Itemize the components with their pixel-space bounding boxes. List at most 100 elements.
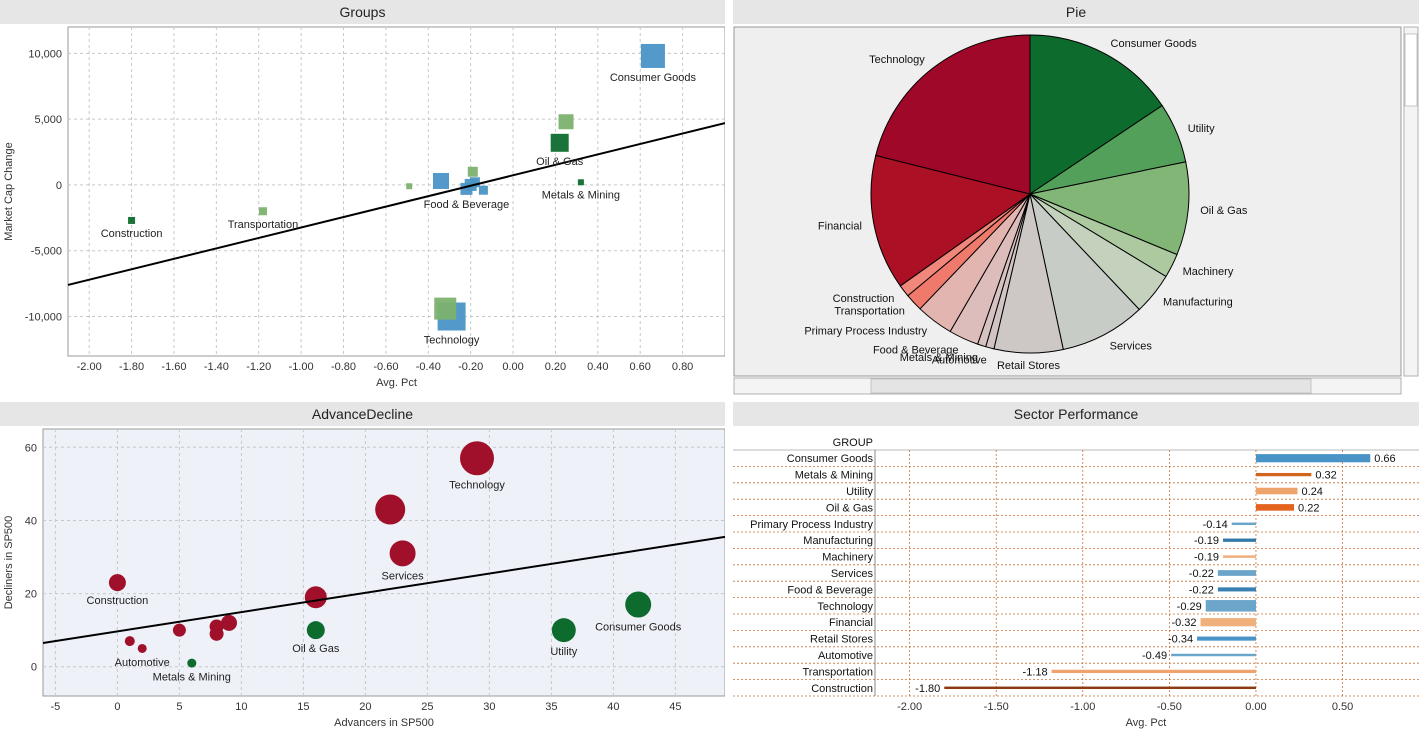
bar-value-label: -0.49: [1142, 650, 1167, 662]
x-tick-label: 10: [235, 701, 247, 713]
y-tick-label: 0: [31, 662, 37, 674]
point-label: Services: [382, 570, 425, 582]
data-point: [406, 183, 413, 190]
x-tick-label: -1.60: [161, 361, 186, 373]
bar: [1217, 570, 1256, 576]
data-point: [137, 643, 147, 653]
pie-panel-title: Pie: [733, 0, 1419, 24]
x-tick-label: 0.60: [630, 361, 651, 373]
pie-slice-label: Manufacturing: [1163, 296, 1233, 308]
point-label: Utility: [550, 646, 577, 658]
data-point: [640, 43, 665, 68]
bar-value-label: -0.32: [1171, 617, 1196, 629]
data-point: [550, 133, 569, 152]
category-label: Primary Process Industry: [750, 519, 873, 531]
sector-panel-title: Sector Performance: [733, 402, 1419, 426]
pie-slice-label: Oil & Gas: [1200, 205, 1248, 217]
x-axis-label: Avg. Pct: [1126, 717, 1167, 729]
pie-chart[interactable]: Consumer Goods Utility Oil & Gas Machinery M…: [733, 0, 1419, 398]
pie-slice-label: Primary Process Industry: [804, 326, 927, 338]
pie-slice-label: Automotive: [932, 354, 987, 366]
pie-slice-label: Transportation: [834, 306, 905, 318]
sector-panel: Sector Performance GROUP -2.00 -1.50 -1.00 -…: [733, 402, 1419, 736]
point-label: Consumer Goods: [610, 72, 697, 84]
x-tick-label: -1.00: [1070, 701, 1095, 713]
pie-slice-label: Food & Beverage: [873, 344, 959, 356]
data-point: [478, 185, 488, 195]
x-tick-label: -1.40: [204, 361, 229, 373]
bar-value-label: 0.22: [1298, 502, 1319, 514]
data-point: [558, 114, 574, 130]
bar: [1255, 487, 1298, 495]
point-label: Automotive: [115, 657, 170, 669]
bar: [1051, 669, 1256, 674]
trend-line: [67, 122, 725, 286]
plot-area: [42, 428, 725, 697]
pie-panel: Pie Consumer Goods Utility Oil & Gas Machin…: [733, 0, 1419, 398]
x-tick-label: -2.00: [77, 361, 102, 373]
bar-value-label: -0.34: [1168, 634, 1193, 646]
bar: [1217, 587, 1256, 592]
x-tick-label: 20: [359, 701, 371, 713]
category-label: Retail Stores: [810, 634, 873, 646]
category-label: Financial: [829, 617, 873, 629]
y-tick-label: -10,000: [25, 312, 62, 324]
x-tick-label: 45: [669, 701, 681, 713]
category-label: Services: [831, 568, 874, 580]
data-point: [375, 494, 406, 525]
bar: [1223, 555, 1256, 558]
x-tick-label: 15: [297, 701, 309, 713]
data-point: [304, 586, 327, 609]
data-point: [124, 636, 135, 647]
category-label: Consumer Goods: [787, 453, 874, 465]
category-label: Automotive: [818, 650, 873, 662]
x-tick-label: 0.40: [587, 361, 608, 373]
point-label: Technology: [449, 479, 505, 491]
point-label: Oil & Gas: [292, 643, 340, 655]
x-tick-label: 35: [545, 701, 557, 713]
trend-line: [42, 535, 725, 644]
groups-chart[interactable]: -2.00 -1.80 -1.60 -1.40 -1.20 -1.00 -0.80 -0.60…: [0, 0, 725, 398]
x-tick-label: 5: [176, 701, 182, 713]
point-label: Metals & Mining: [153, 672, 231, 684]
data-point: [209, 626, 224, 641]
category-label: Technology: [817, 601, 873, 613]
category-label: Machinery: [822, 552, 873, 564]
x-tick-label: 40: [607, 701, 619, 713]
data-point: [389, 540, 416, 567]
horizontal-scroll-thumb: [870, 378, 1312, 394]
data-point: [433, 172, 450, 189]
data-point: [551, 618, 576, 643]
point-label: Consumer Goods: [595, 622, 682, 634]
pie-slice: [870, 154, 1032, 287]
bar: [1171, 653, 1256, 657]
bar: [1255, 504, 1295, 511]
bar-value-label: -0.19: [1194, 535, 1219, 547]
pie-slice: [1029, 34, 1163, 195]
x-tick-label: 0: [114, 701, 120, 713]
pie-slice: [1028, 161, 1190, 256]
x-tick-label: -1.20: [246, 361, 271, 373]
bar: [1197, 636, 1256, 641]
bar-value-label: -1.18: [1023, 666, 1048, 678]
pie-slice-label: Machinery: [1183, 266, 1234, 278]
advdec-chart[interactable]: -5 0 5 10 15 20 25 30 35 40 45 60 40 20 0 Advancers in …: [0, 402, 725, 736]
sector-chart[interactable]: GROUP -2.00 -1.50 -1.00 -0.50 0.00 0.50 Avg. Pc…: [733, 402, 1419, 736]
x-tick-label: 0.50: [1332, 701, 1353, 713]
x-tick-label: -0.40: [416, 361, 441, 373]
point-label: Construction: [101, 228, 163, 240]
x-tick-label: -0.80: [331, 361, 356, 373]
x-tick-label: -2.00: [897, 701, 922, 713]
y-axis-label: Decliners in SP500: [3, 516, 15, 610]
y-tick-label: -5,000: [31, 246, 62, 258]
data-point: [221, 614, 237, 631]
data-point: [577, 179, 584, 186]
point-label: Metals & Mining: [542, 189, 620, 201]
category-label: Utility: [846, 486, 873, 498]
point-label: Food & Beverage: [424, 199, 510, 211]
advdec-panel-title: AdvanceDecline: [0, 402, 725, 426]
y-tick-label: 20: [25, 589, 37, 601]
x-tick-label: -0.20: [458, 361, 483, 373]
pie-slice-label: Technology: [869, 54, 925, 66]
y-tick-label: 0: [56, 180, 62, 192]
